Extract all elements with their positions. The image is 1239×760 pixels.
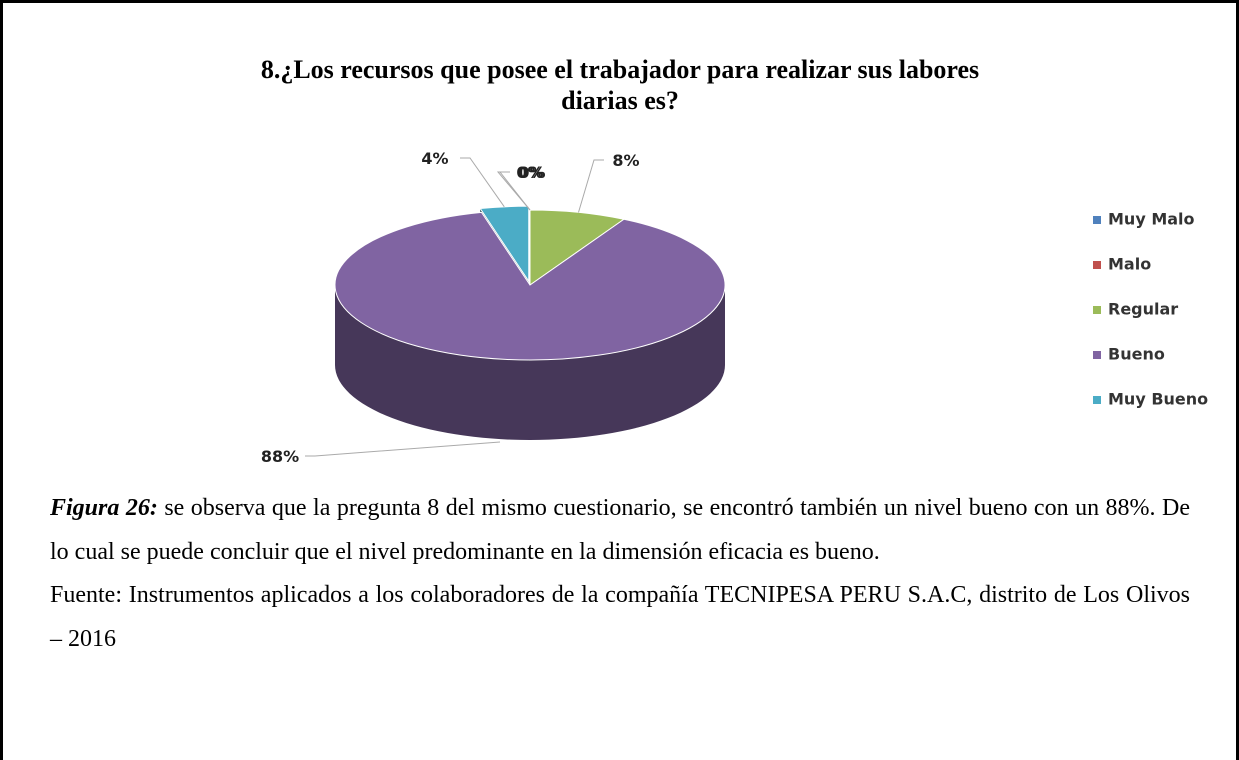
legend-label: Muy Bueno (1108, 390, 1208, 409)
legend-label: Bueno (1108, 345, 1165, 364)
chart-title: 8.¿Los recursos que posee el trabajador … (261, 55, 979, 115)
legend-label: Muy Malo (1108, 210, 1195, 229)
legend-swatch (1093, 396, 1101, 404)
leader-line (305, 441, 501, 457)
figure-source: Fuente: Instrumentos aplicados a los col… (50, 582, 1190, 652)
data-label: 4% (421, 149, 448, 168)
legend-label: Malo (1108, 255, 1151, 274)
data-label: 0% (518, 163, 545, 182)
leader-line (578, 159, 604, 213)
legend-label: Regular (1108, 300, 1178, 319)
leader-line (460, 157, 505, 208)
pie-wall (335, 285, 725, 440)
legend-swatch (1093, 306, 1101, 314)
pie-slice (479, 205, 530, 283)
legend-swatch (1093, 216, 1101, 224)
title-line: 8.¿Los recursos que posee el trabajador … (261, 55, 979, 84)
caption: Figura 26: se observa que la pregunta 8 … (50, 487, 1190, 661)
figure-text: Figura 26: se observa que la pregunta 8 … (50, 487, 1190, 574)
figure-label: Figura 26: (50, 495, 158, 521)
pie-slice (529, 209, 626, 286)
title-line: diarias es? (561, 86, 679, 115)
pie-slice (334, 211, 726, 361)
legend-swatch (1093, 351, 1101, 359)
data-label: 8% (612, 151, 639, 170)
leader-line (498, 171, 531, 211)
data-label: 0% (516, 163, 543, 182)
pie-tops (334, 205, 726, 361)
figure-body: se observa que la pregunta 8 del mismo c… (50, 495, 1191, 565)
data-label: 88% (261, 447, 299, 466)
chart: 8.¿Los recursos que posee el trabajador … (261, 55, 1208, 466)
legend-swatch (1093, 261, 1101, 269)
